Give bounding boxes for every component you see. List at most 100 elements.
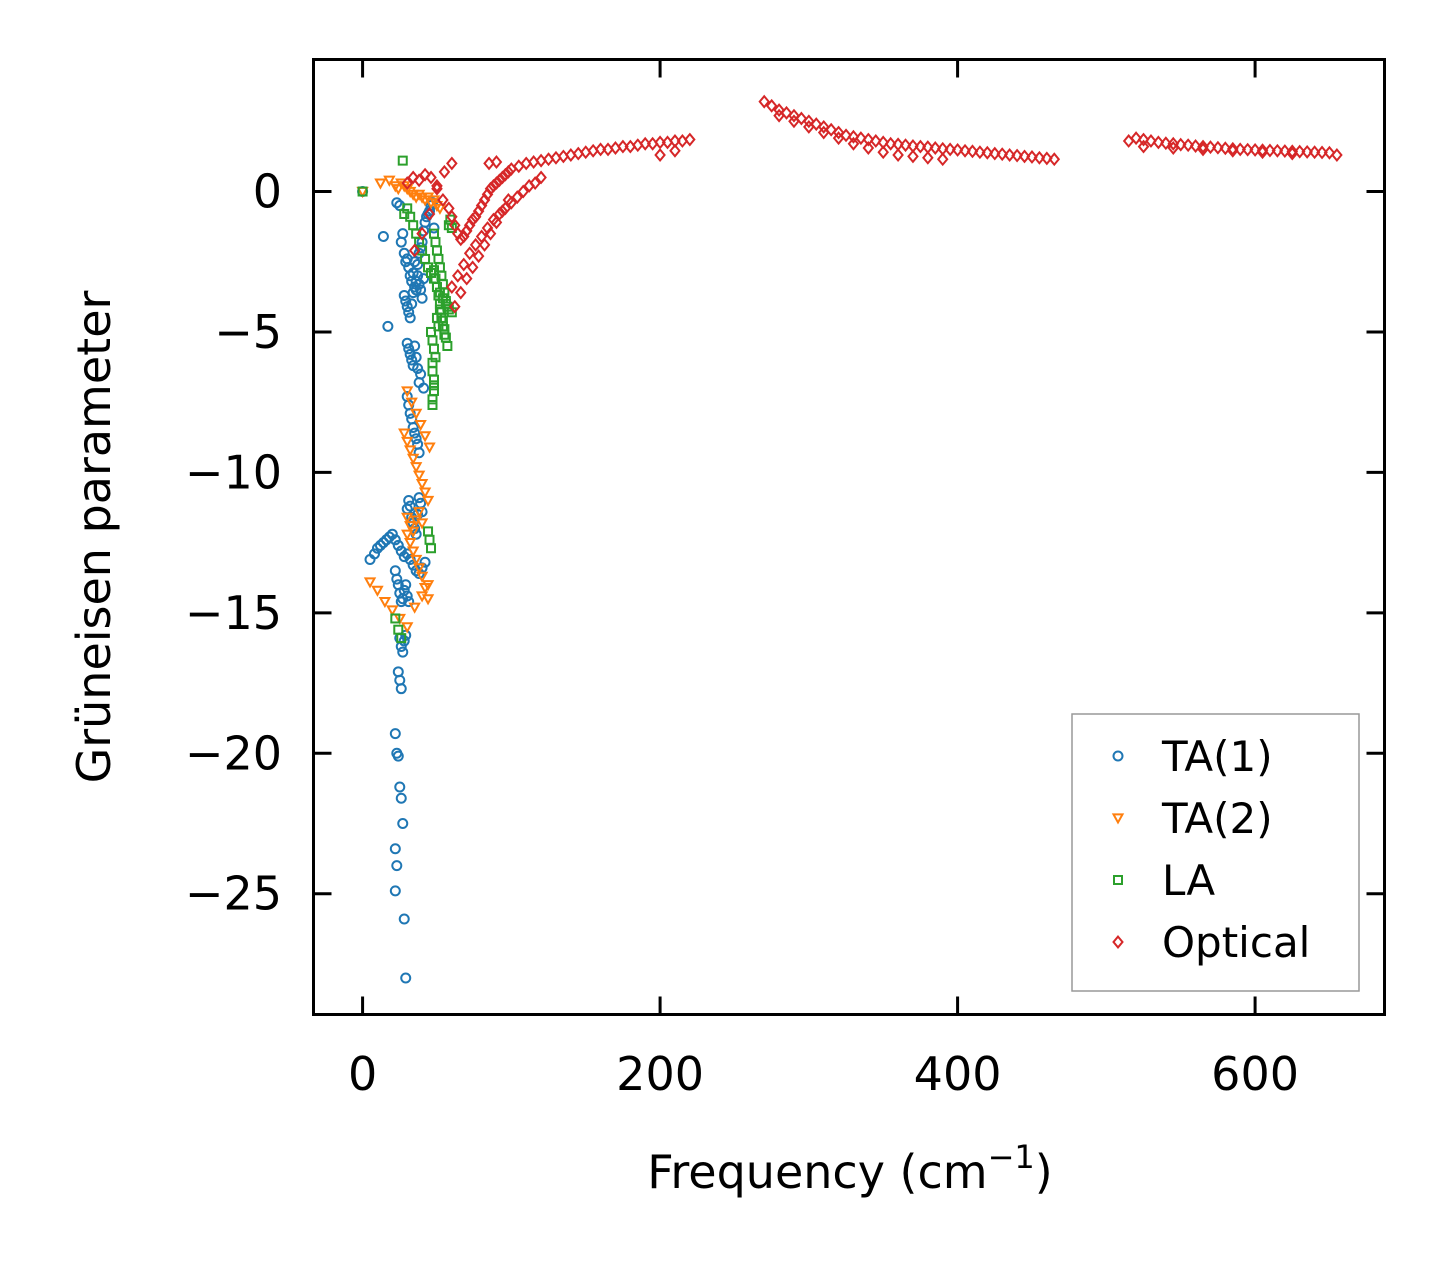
data-point — [428, 385, 439, 396]
data-point — [487, 178, 500, 193]
y-tick-label: −25 — [185, 867, 282, 921]
data-point — [395, 683, 407, 695]
data-point — [418, 582, 432, 595]
data-point — [765, 98, 778, 113]
data-point — [1018, 149, 1031, 164]
data-point — [535, 170, 547, 185]
data-point — [403, 521, 417, 533]
data-point — [1197, 142, 1209, 157]
data-point — [404, 500, 416, 512]
data-point — [502, 192, 515, 207]
data-point — [788, 108, 800, 123]
data-point — [1189, 139, 1202, 153]
data-point — [1167, 136, 1180, 151]
data-point — [825, 122, 837, 137]
data-point — [862, 132, 875, 147]
data-point — [1003, 148, 1016, 162]
data-point — [409, 408, 423, 420]
data-point — [496, 204, 509, 219]
data-point — [427, 195, 441, 207]
legend-label: TA(2) — [1161, 794, 1273, 843]
data-point — [419, 556, 431, 568]
data-point — [428, 380, 439, 391]
data-point — [427, 394, 438, 405]
data-point — [397, 818, 409, 829]
data-point — [398, 428, 411, 440]
data-point — [389, 843, 401, 855]
data-point — [398, 635, 410, 647]
data-point — [840, 128, 852, 143]
data-point — [981, 145, 994, 160]
data-point — [407, 170, 419, 185]
data-point — [398, 551, 410, 563]
legend-entries: TA(1) TA(2) LA Optical — [1111, 732, 1310, 967]
data-point — [454, 285, 467, 300]
data-point — [412, 259, 424, 271]
data-point — [511, 190, 524, 205]
data-point — [392, 750, 404, 762]
data-point — [1241, 142, 1254, 157]
data-point — [406, 453, 420, 465]
x-tick-label: 200 — [616, 1047, 704, 1101]
data-point — [899, 138, 912, 153]
data-point — [639, 136, 652, 151]
data-point — [389, 885, 401, 897]
data-point — [415, 368, 427, 380]
data-point — [466, 212, 479, 227]
data-point — [884, 136, 897, 151]
data-point — [397, 646, 409, 658]
data-point — [400, 579, 412, 591]
data-point — [431, 245, 442, 256]
data-point — [430, 352, 441, 363]
series-ta2 — [356, 175, 447, 634]
data-point — [391, 860, 403, 872]
data-point — [401, 622, 414, 634]
data-point — [428, 374, 439, 385]
data-point — [386, 605, 399, 617]
data-point — [401, 184, 414, 196]
data-point — [862, 141, 875, 155]
data-point — [398, 913, 410, 925]
data-points — [356, 94, 1343, 984]
data-point — [788, 114, 800, 129]
data-point — [1182, 138, 1194, 153]
data-point — [406, 298, 418, 310]
data-point — [478, 237, 491, 252]
data-point — [408, 602, 421, 614]
legend: TA(1) TA(2) LA Optical — [1071, 713, 1360, 992]
data-point — [427, 399, 438, 410]
data-point — [427, 366, 438, 377]
data-point — [427, 335, 438, 346]
data-point — [407, 421, 419, 433]
data-point — [1301, 144, 1313, 159]
data-point — [855, 131, 867, 146]
data-point — [451, 268, 464, 283]
data-point — [413, 173, 425, 188]
data-point — [423, 442, 436, 454]
data-point — [418, 487, 432, 499]
data-point — [431, 181, 443, 196]
data-point — [383, 175, 396, 187]
data-point — [418, 273, 430, 285]
data-point — [1234, 142, 1247, 157]
data-point — [437, 192, 449, 207]
data-point — [409, 427, 421, 439]
data-point — [442, 341, 453, 351]
data-point — [1137, 139, 1150, 154]
data-point — [490, 215, 503, 230]
data-point — [490, 155, 503, 169]
data-point — [966, 144, 979, 159]
data-point — [795, 111, 808, 126]
data-point — [390, 613, 401, 624]
data-point — [401, 512, 414, 524]
data-point — [378, 597, 392, 609]
data-point — [433, 203, 447, 215]
data-point — [496, 170, 509, 185]
y-tick-label: 0 — [253, 165, 282, 219]
data-point — [406, 526, 420, 538]
data-point — [803, 114, 815, 129]
data-point — [401, 436, 414, 449]
data-point — [433, 253, 444, 264]
data-point — [403, 343, 415, 355]
data-point — [374, 178, 387, 190]
